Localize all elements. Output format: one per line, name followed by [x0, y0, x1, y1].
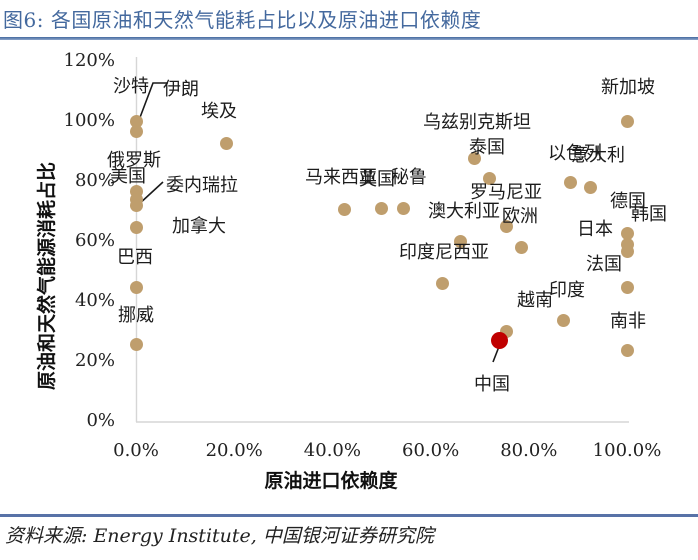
x-tick-label: 40.0%	[303, 440, 361, 461]
point-label: 日本	[577, 219, 613, 240]
point-label: 秘鲁	[391, 167, 427, 188]
data-point	[620, 245, 634, 258]
point-label: 沙特	[113, 76, 149, 97]
data-point	[129, 114, 143, 128]
data-point	[129, 281, 143, 294]
data-point	[500, 219, 514, 233]
data-point	[220, 137, 234, 150]
point-label: 印度尼西亚	[399, 242, 489, 263]
figure-title: 图6: 各国原油和天然气能耗占比以及原油进口依赖度	[3, 8, 482, 32]
x-tick-label: 80.0%	[500, 440, 558, 461]
data-point	[397, 201, 411, 215]
y-tick-label: 100%	[63, 110, 115, 131]
point-label: 泰国	[469, 137, 505, 158]
data-point	[129, 338, 143, 351]
data-point	[129, 125, 143, 138]
point-label: 意大利	[571, 145, 625, 166]
point-label: 南非	[610, 311, 646, 332]
x-tick-label: 0.0%	[113, 440, 159, 461]
y-tick-label: 20%	[74, 350, 115, 371]
point-label: 澳大利亚	[428, 201, 500, 222]
point-label: 欧洲	[502, 206, 538, 227]
point-label: 马来西亚	[305, 167, 377, 188]
point-label: 挪威	[118, 305, 154, 326]
data-point	[564, 176, 578, 189]
x-tick-label: 100.0%	[592, 440, 662, 461]
data-point	[338, 203, 352, 216]
point-label: 新加坡	[601, 77, 655, 98]
footer-rule	[0, 514, 698, 517]
point-label: 加拿大	[172, 216, 226, 237]
data-point	[129, 221, 143, 234]
data-point	[620, 114, 634, 128]
data-point	[483, 171, 497, 185]
point-label: 以色列	[548, 143, 602, 164]
point-label: 法国	[586, 254, 622, 275]
y-tick-label: 40%	[74, 290, 115, 311]
data-point	[620, 227, 634, 240]
point-label: 埃及	[201, 101, 237, 122]
point-label: 印度	[549, 280, 585, 301]
point-label: 委内瑞拉	[166, 175, 238, 196]
point-label: 中国	[474, 374, 510, 395]
point-label: 美国	[110, 166, 146, 187]
data-point	[556, 314, 570, 327]
data-point	[583, 180, 597, 194]
x-tick-label: 60.0%	[402, 440, 460, 461]
data-point	[436, 276, 450, 290]
y-tick-label: 80%	[74, 170, 115, 191]
y-tick-label: 120%	[63, 50, 115, 71]
y-tick-label: 60%	[74, 230, 115, 251]
data-point	[620, 281, 634, 294]
y-axis-title: 原油和天然气能源消耗占比	[36, 161, 58, 390]
point-label: 乌兹别克斯坦	[423, 112, 531, 133]
data-point	[129, 198, 143, 212]
point-label: 罗马尼亚	[470, 182, 542, 203]
x-axis-title: 原油进口依赖度	[264, 470, 398, 492]
point-label: 德国	[610, 191, 646, 212]
point-label: 俄罗斯	[107, 150, 161, 171]
data-point	[620, 344, 634, 357]
data-point	[453, 234, 467, 248]
point-label: 越南	[517, 290, 553, 311]
data-point	[468, 152, 482, 165]
y-tick-label: 0%	[86, 410, 115, 431]
title-underline	[0, 37, 698, 40]
point-label: 英国	[359, 169, 395, 190]
x-tick-label: 20.0%	[205, 440, 263, 461]
point-label: 伊朗	[163, 79, 199, 100]
point-label: 巴西	[117, 247, 153, 268]
data-point	[514, 240, 528, 254]
data-point	[375, 201, 388, 215]
source-note: 资料来源: Energy Institute, 中国银河证券研究院	[5, 525, 434, 547]
point-label: 韩国	[631, 204, 667, 225]
data-point-highlight-china	[490, 331, 508, 349]
